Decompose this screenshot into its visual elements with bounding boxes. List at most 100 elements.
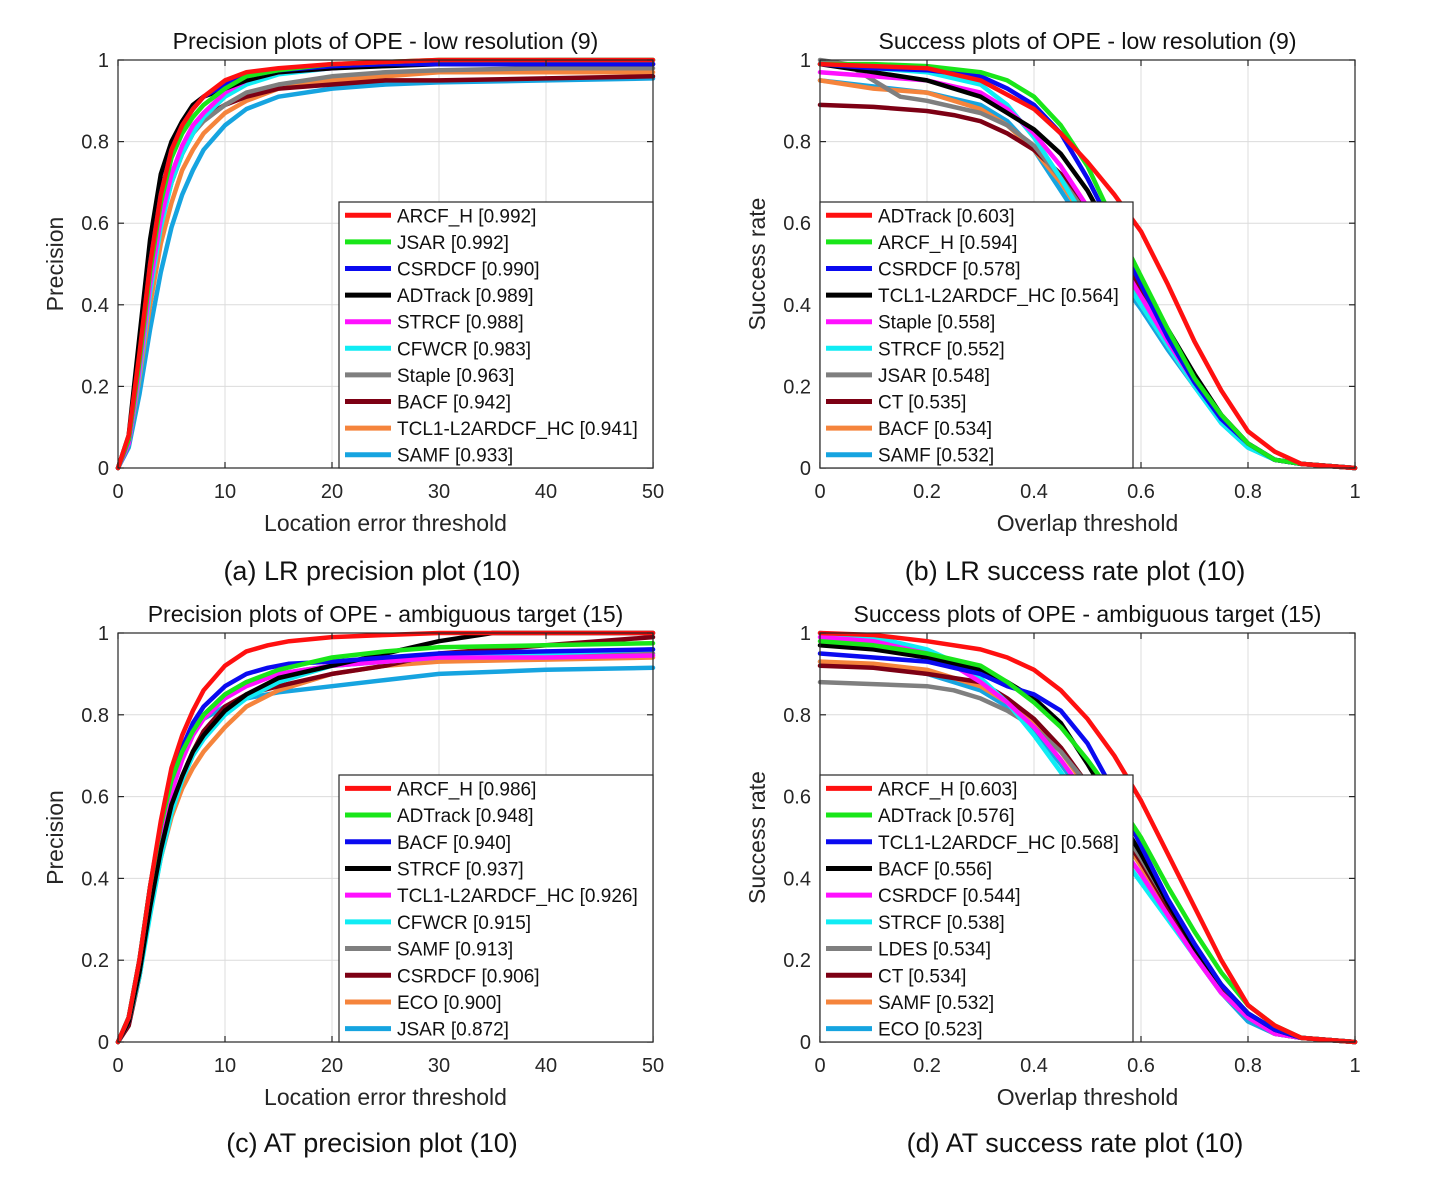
x-tick-label: 0.8 [1234, 1055, 1262, 1077]
x-tick-label: 50 [642, 1055, 664, 1077]
y-tick-label: 0.6 [81, 213, 109, 235]
legend-entry: ARCF_H [0.603] [878, 779, 1017, 800]
chart-title: Success plots of OPE - low resolution (9… [879, 28, 1297, 54]
x-tick-label: 50 [642, 481, 664, 503]
x-axis-label: Overlap threshold [997, 510, 1179, 536]
legend-entry: STRCF [0.988] [397, 313, 524, 334]
series-line-red [115, 630, 656, 1045]
y-axis-label: Success rate [744, 771, 770, 904]
x-tick-label: 30 [428, 481, 450, 503]
caption-c: (c) AT precision plot (10) [226, 1128, 518, 1158]
series-lines [115, 630, 656, 1045]
legend-box [819, 774, 1134, 1043]
y-axis-label: Success rate [744, 198, 770, 331]
legend-entry: BACF [0.942] [397, 393, 511, 414]
y-tick-label: 1 [98, 50, 109, 72]
legend: ARCF_H [0.986] ADTrack [0.948] BACF [0.940… [338, 774, 654, 1043]
y-tick-label: 0.4 [81, 295, 109, 317]
chart-panel-1: 0 0.2 0.4 0.6 0.8 1 0 0.2 0.4 0.6 0.8 1 Success plot… [744, 28, 1361, 536]
caption-d: (d) AT success rate plot (10) [906, 1128, 1244, 1158]
y-tick-label: 0.8 [783, 705, 811, 727]
y-tick-label: 0.8 [81, 705, 109, 727]
y-tick-label: 0 [98, 1032, 109, 1054]
legend-entry: ADTrack [0.576] [878, 806, 1015, 827]
legend-box [338, 774, 654, 1043]
legend-entry: Staple [0.963] [397, 366, 514, 387]
legend-entry: TCL1-L2ARDCF_HC [0.568] [878, 833, 1119, 854]
chart-panel-2: 0 10 20 30 40 50 0 0.2 0.4 0.6 0.8 1 Precision plots… [42, 601, 664, 1110]
x-tick-label: 40 [535, 1055, 557, 1077]
y-tick-label: 0.4 [783, 868, 811, 890]
legend-box [819, 201, 1134, 469]
y-tick-label: 1 [98, 623, 109, 645]
legend-entry: CSRDCF [0.544] [878, 886, 1021, 907]
legend-entry: CSRDCF [0.578] [878, 260, 1021, 281]
x-tick-label: 0 [814, 1055, 825, 1077]
legend-entry: SAMF [0.913] [397, 940, 513, 961]
x-tick-label: 0 [112, 1055, 123, 1077]
x-tick-label: 1 [1349, 1055, 1360, 1077]
legend-entry: JSAR [0.872] [397, 1020, 509, 1041]
x-tick-label: 20 [321, 481, 343, 503]
x-tick-label: 0.8 [1234, 481, 1262, 503]
legend-entry: CFWCR [0.915] [397, 913, 531, 934]
legend-entry: TCL1-L2ARDCF_HC [0.941] [397, 419, 638, 440]
y-tick-label: 0.6 [783, 787, 811, 809]
legend-entry: BACF [0.940] [397, 833, 511, 854]
y-tick-label: 0.2 [783, 376, 811, 398]
x-tick-label: 0.6 [1127, 1055, 1155, 1077]
legend-entry: CT [0.534] [878, 966, 966, 987]
series-line-red [115, 57, 656, 471]
x-tick-label: 0 [814, 481, 825, 503]
series-lines [115, 57, 656, 471]
legend-entry: CSRDCF [0.906] [397, 966, 540, 987]
legend-entry: BACF [0.534] [878, 419, 992, 440]
y-tick-label: 0.4 [783, 295, 811, 317]
y-tick-label: 0 [800, 1032, 811, 1054]
legend-entry: ECO [0.523] [878, 1020, 983, 1041]
y-axis-label: Precision [42, 790, 68, 885]
y-tick-label: 0.6 [783, 213, 811, 235]
x-tick-label: 10 [214, 481, 236, 503]
legend-entry: TCL1-L2ARDCF_HC [0.926] [397, 886, 638, 907]
legend-entry: ARCF_H [0.992] [397, 206, 536, 227]
y-tick-label: 0.4 [81, 868, 109, 890]
legend-entry: ADTrack [0.603] [878, 206, 1015, 227]
y-tick-label: 0.2 [81, 376, 109, 398]
chart-panel-3: 0 0.2 0.4 0.6 0.8 1 0 0.2 0.4 0.6 0.8 1 Success plot… [744, 601, 1361, 1110]
y-tick-label: 1 [800, 623, 811, 645]
legend-entry: ARCF_H [0.986] [397, 779, 536, 800]
x-tick-label: 0.2 [913, 481, 941, 503]
legend-entry: STRCF [0.552] [878, 339, 1005, 360]
x-tick-label: 0.2 [913, 1055, 941, 1077]
series-line-red [817, 61, 1358, 471]
x-tick-label: 0.4 [1020, 481, 1048, 503]
x-tick-label: 40 [535, 481, 557, 503]
legend-entry: CFWCR [0.983] [397, 339, 531, 360]
x-tick-label: 0.6 [1127, 481, 1155, 503]
legend-entry: SAMF [0.933] [397, 446, 513, 467]
y-tick-label: 0 [98, 458, 109, 480]
x-axis-label: Location error threshold [264, 1084, 507, 1110]
y-axis-label: Precision [42, 217, 68, 312]
legend-entry: SAMF [0.532] [878, 446, 994, 467]
legend-box [338, 201, 654, 469]
x-tick-label: 20 [321, 1055, 343, 1077]
y-tick-label: 0.8 [783, 132, 811, 154]
legend-entry: TCL1-L2ARDCF_HC [0.564] [878, 286, 1119, 307]
series-line-skyblue [115, 76, 656, 471]
x-tick-label: 1 [1349, 481, 1360, 503]
legend-entry: ADTrack [0.989] [397, 286, 534, 307]
caption-a: (a) LR precision plot (10) [223, 556, 521, 586]
legend-entry: STRCF [0.538] [878, 913, 1005, 934]
chart-title: Precision plots of OPE - low resolution … [173, 28, 599, 54]
series-line-black [115, 630, 656, 1045]
legend-entry: JSAR [0.992] [397, 233, 509, 254]
legend-entry: LDES [0.534] [878, 940, 991, 961]
x-tick-label: 0 [112, 481, 123, 503]
x-axis-label: Location error threshold [264, 510, 507, 536]
x-axis-label: Overlap threshold [997, 1084, 1179, 1110]
legend: ARCF_H [0.992] JSAR [0.992] CSRDCF [0.990]… [338, 201, 654, 469]
